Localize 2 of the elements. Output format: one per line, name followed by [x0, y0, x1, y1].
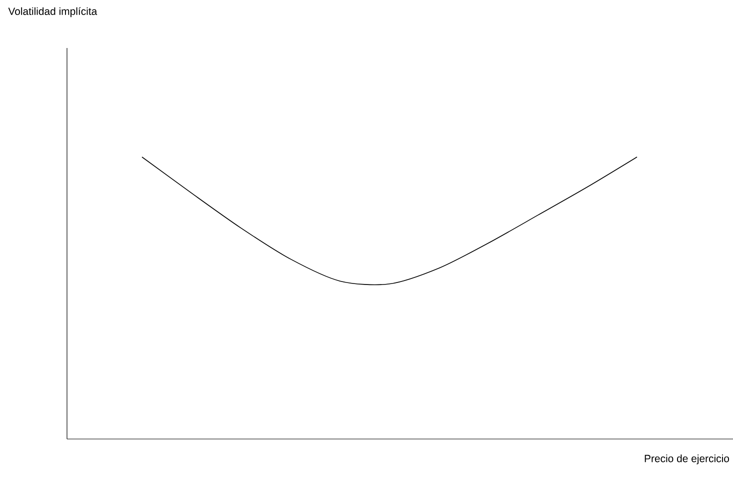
- x-axis-title: Precio de ejercicio: [644, 454, 730, 464]
- text: Volatilidad implícita: [8, 7, 98, 18]
